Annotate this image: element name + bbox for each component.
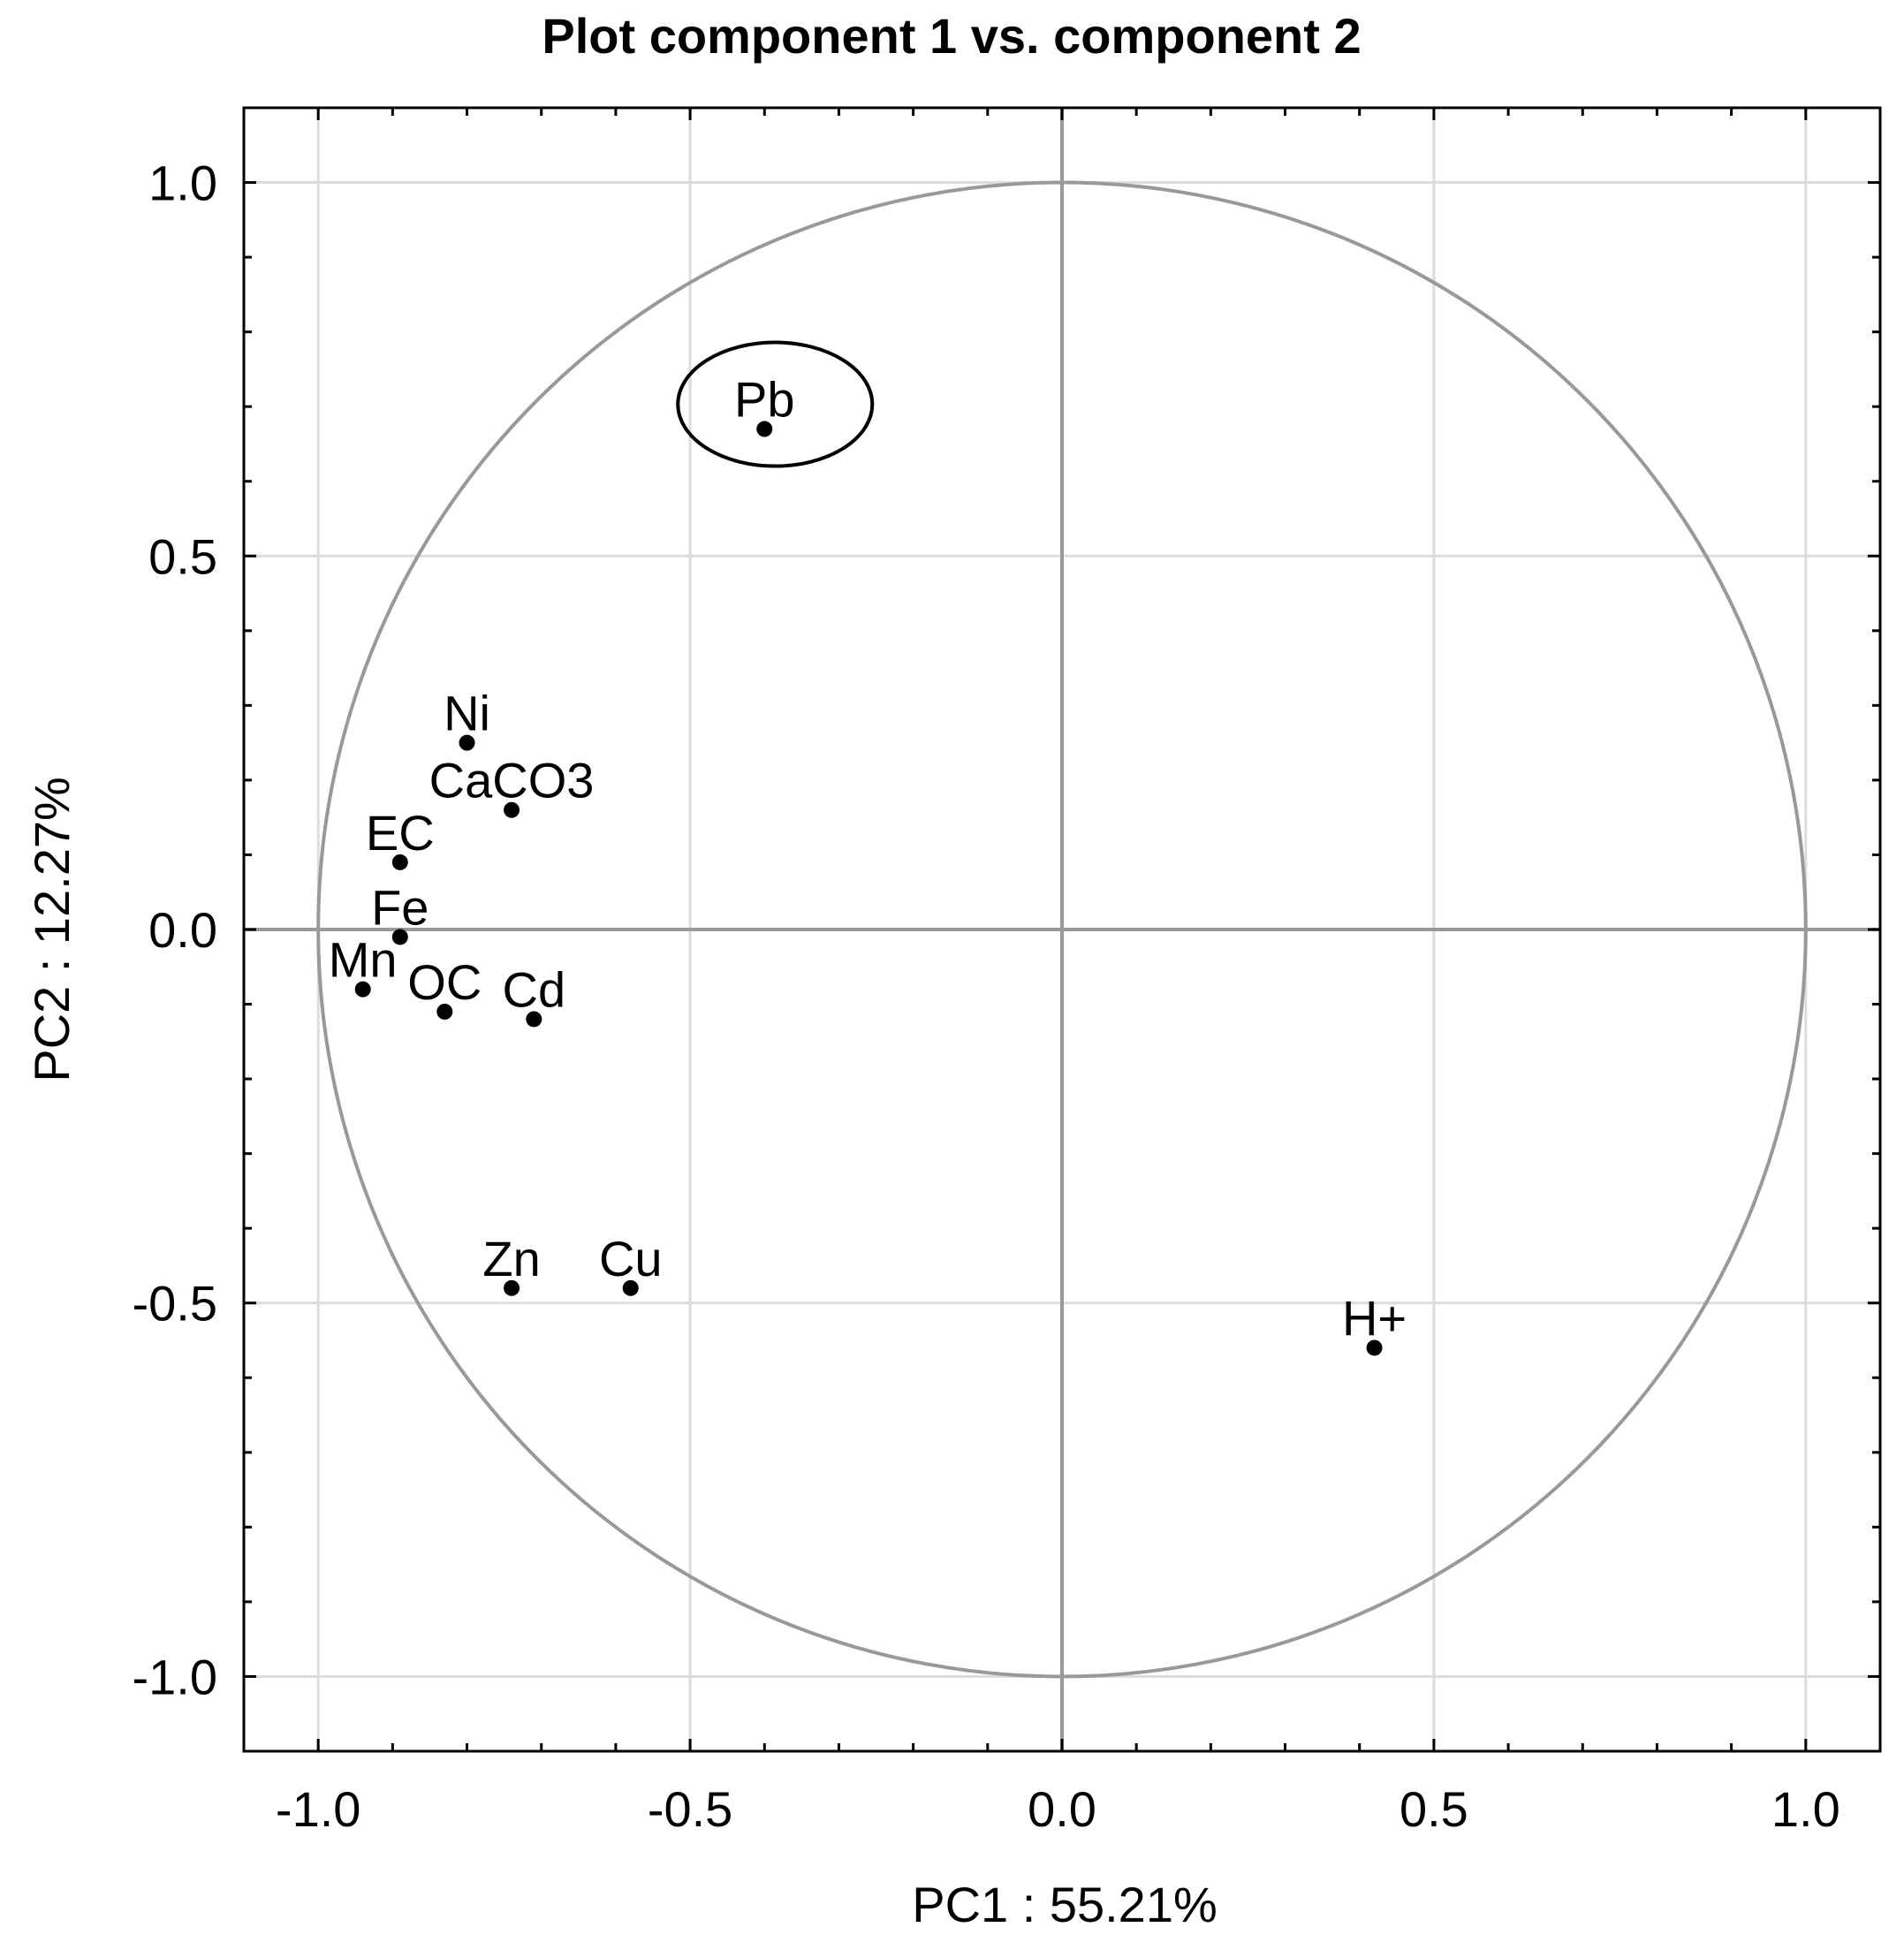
y-axis-label: PC2 : 12.27% (24, 777, 80, 1082)
y-tick-label: 0.5 (148, 528, 217, 584)
data-point-ni (459, 734, 475, 751)
data-point-pb (756, 421, 773, 437)
data-point-zn (504, 1279, 520, 1296)
x-tick-label: 0.5 (1400, 1781, 1468, 1837)
highlight-ellipse (676, 340, 875, 468)
data-point-label: Mn (329, 932, 398, 988)
data-point-label: Cu (599, 1231, 663, 1286)
data-point-ec (391, 854, 408, 870)
data-point-label: Ni (444, 686, 490, 741)
data-point-label: CaCO3 (429, 753, 595, 808)
x-axis-label: PC1 : 55.21% (912, 1877, 1217, 1932)
data-point-caco3 (504, 801, 520, 818)
data-point-h (1366, 1339, 1383, 1356)
data-point-mn (354, 981, 371, 998)
data-point-oc (436, 1004, 453, 1020)
y-tick-label: -0.5 (133, 1276, 218, 1332)
chart-title: Plot component 1 vs. component 2 (542, 8, 1361, 64)
data-point-fe (391, 929, 408, 945)
x-tick-label: 0.0 (1028, 1781, 1096, 1837)
y-tick-label: 0.0 (148, 902, 217, 958)
data-point-label: H+ (1342, 1290, 1407, 1346)
data-point-label: Cd (503, 961, 566, 1017)
data-point-label: Zn (482, 1231, 540, 1286)
data-point-cu (622, 1279, 639, 1296)
x-tick-label: 1.0 (1771, 1781, 1840, 1837)
data-point-label: EC (366, 805, 435, 861)
axis-layer (244, 108, 1880, 1751)
data-point-label: Fe (371, 879, 429, 935)
x-tick-label: -1.0 (276, 1781, 361, 1837)
data-point-cd (526, 1011, 542, 1028)
y-tick-label: -1.0 (133, 1649, 218, 1704)
data-point-label: Pb (734, 372, 795, 428)
x-tick-label: -0.5 (648, 1781, 733, 1837)
y-tick-label: 1.0 (148, 156, 217, 211)
data-point-label: OC (407, 954, 482, 1010)
tick-layer: -1.0 -0.5 0.0 0.5 1.0 1.0 0.5 0.0 -0.5 -1.0 (133, 108, 1880, 1837)
